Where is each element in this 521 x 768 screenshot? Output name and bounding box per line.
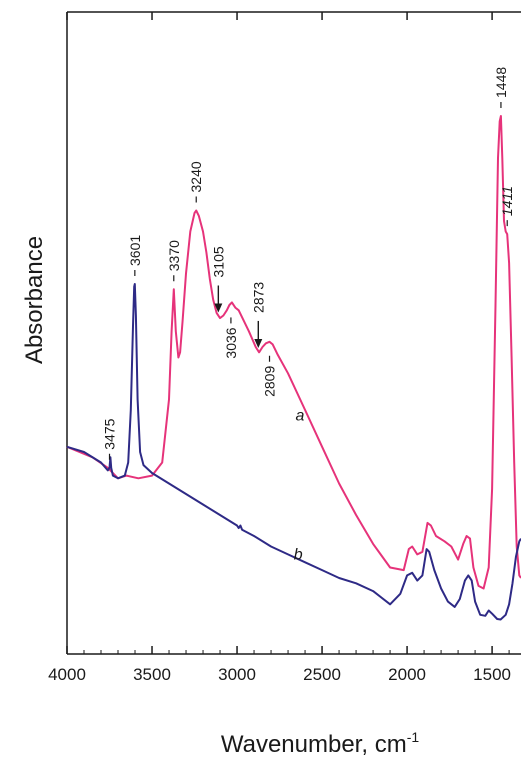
peak-label-text: 3601 — [127, 235, 143, 266]
x-tick-label: 1500 — [473, 665, 511, 684]
peak-label-text: 3036 — [223, 327, 239, 358]
x-axis-title: Wavenumber, cm-1 — [221, 729, 420, 758]
plot-area: 4000 3500 3000 2500 2000 1500 — [48, 11, 521, 684]
series-a-line — [66, 115, 521, 590]
curve-label-a: a — [295, 408, 304, 425]
peak-label-1411: 1411 — [499, 186, 515, 227]
x-tick-label: 2000 — [388, 665, 426, 684]
x-tick-label: 2500 — [303, 665, 341, 684]
peak-label-text: 3105 — [210, 246, 226, 277]
peak-label-3105: 3105 — [210, 246, 226, 313]
peak-label-3240: 3240 — [188, 161, 204, 203]
series-b-line — [66, 283, 521, 621]
y-axis-title: Absorbance — [21, 236, 48, 364]
curve-label-b: b — [294, 547, 303, 564]
peak-label-1448: 1448 — [493, 67, 509, 108]
peak-label-2809: 2809 — [262, 355, 278, 397]
peak-label-text: 3475 — [102, 418, 118, 449]
peak-label-3475: 3475 — [102, 418, 118, 460]
x-axis-title-sup: -1 — [407, 729, 420, 745]
peak-label-text: 2873 — [250, 282, 266, 313]
peak-label-text: 3370 — [166, 240, 182, 271]
peak-label-text: 1411 — [499, 186, 515, 216]
peak-arrow-head — [254, 338, 263, 348]
peak-label-text: 1448 — [493, 67, 509, 98]
peak-labels: 3475 3601 3370 3240 3105 3036 2873 2809 1448 1411… — [102, 67, 516, 564]
x-tick-label: 3500 — [133, 665, 171, 684]
x-tick-label: 3000 — [218, 665, 256, 684]
series-layer — [66, 115, 521, 621]
peak-arrow-head — [214, 303, 223, 313]
peak-label-3370: 3370 — [166, 240, 182, 282]
peak-label-text: 3240 — [188, 161, 204, 192]
x-axis-title-text: Wavenumber, cm — [221, 731, 407, 758]
peak-label-text: 2809 — [262, 366, 278, 397]
peak-label-3601: 3601 — [127, 235, 143, 276]
x-tick-label: 4000 — [48, 665, 86, 684]
peak-label-2873: 2873 — [250, 282, 266, 348]
peak-label-3036: 3036 — [223, 317, 239, 359]
